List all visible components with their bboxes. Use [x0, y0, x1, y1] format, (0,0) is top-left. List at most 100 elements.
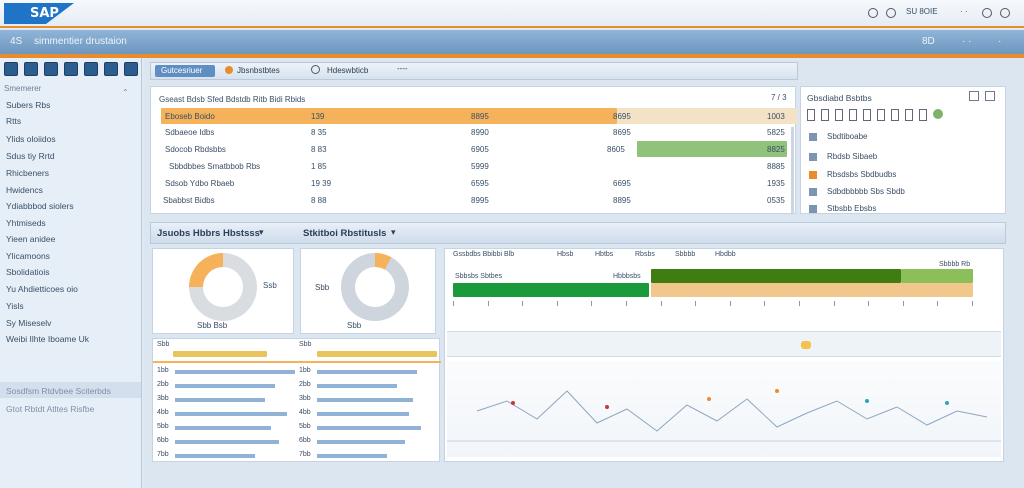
- gantt-bar-green[interactable]: [453, 283, 649, 297]
- nav-right-1[interactable]: 8D: [922, 36, 935, 47]
- table-scrollbar[interactable]: [791, 127, 794, 213]
- section-title-right[interactable]: Stkitboi Rbstitusls: [303, 228, 387, 239]
- list-bar[interactable]: [317, 454, 387, 458]
- nav-right-3[interactable]: ·: [998, 36, 1002, 47]
- sidebar-item[interactable]: Ylicamoons: [6, 251, 50, 261]
- cell-value: 8885: [767, 162, 785, 171]
- sidebar-item[interactable]: Yhtmiseds: [6, 218, 46, 228]
- timeline-header: Sbbbb: [675, 251, 696, 258]
- list-bar[interactable]: [175, 454, 255, 458]
- chart-icon[interactable]: [64, 62, 78, 76]
- cell-name: Sbabbst Bidbs: [163, 196, 215, 205]
- right-panel: Gbsdiabd Bsbtbs Sbdtiboabe Rbdsb Sibaeb …: [800, 86, 1006, 214]
- info-icon: [311, 65, 320, 74]
- tab-third[interactable]: Hdeswbticb: [327, 66, 369, 75]
- sidebar-item[interactable]: Ydiabbbod siolers: [6, 201, 74, 211]
- collapse-icon[interactable]: ⌃: [122, 88, 129, 97]
- top-label-1[interactable]: · ·: [960, 7, 968, 16]
- sidebar-item[interactable]: Weibi Ilhte Iboame Uk: [6, 334, 89, 344]
- list-index: 5bb: [299, 423, 311, 430]
- cell-value: 6595: [471, 179, 489, 188]
- sidebar-item[interactable]: Yisls: [6, 301, 24, 311]
- sidebar-item[interactable]: Sy Miseselv: [6, 318, 52, 328]
- sidebar-item[interactable]: Rhicbeners: [6, 168, 49, 178]
- list-index: 5bb: [157, 423, 169, 430]
- list-bar[interactable]: [317, 398, 413, 402]
- right-item[interactable]: Rbsdsbs Sbdbudbs: [827, 170, 897, 179]
- settings-icon[interactable]: [124, 62, 138, 76]
- folder-icon[interactable]: [24, 62, 38, 76]
- cell-value: 6905: [471, 145, 489, 154]
- list-bar[interactable]: [317, 370, 417, 374]
- section-header: Jsuobs Hbbrs Hbstsss ▾ Stkitboi Rbstitus…: [150, 222, 1006, 244]
- section-title-left[interactable]: Jsuobs Hbbrs Hbstsss: [157, 228, 260, 239]
- tool-icon[interactable]: [877, 109, 885, 121]
- gantt-bar-orange[interactable]: [651, 283, 973, 297]
- gantt-bar-lightgreen[interactable]: [901, 269, 973, 283]
- search-icon[interactable]: [982, 8, 992, 18]
- nav-right-2[interactable]: · ·: [962, 36, 972, 47]
- cell-value: 8895: [613, 196, 631, 205]
- expand-icon[interactable]: [969, 91, 979, 101]
- sidebar-item[interactable]: Sbolidatiois: [6, 267, 50, 277]
- sidebar-item[interactable]: Sdus tiy Rrtd: [6, 151, 55, 161]
- sidebar-item[interactable]: Sosdfsm Rtdvbee Sciterbds: [6, 386, 111, 396]
- right-item[interactable]: Sbdtiboabe: [827, 132, 868, 141]
- cell-name: Sdsob Ydbo Rbaeb: [165, 179, 235, 188]
- settings-icon[interactable]: [886, 8, 896, 18]
- timeline-header: Hbtbs: [595, 251, 614, 258]
- right-item[interactable]: Sdbdbbbbb Sbs Sbdb: [827, 187, 905, 196]
- sidebar-item[interactable]: Ylids oloiidos: [6, 134, 56, 144]
- users-icon[interactable]: [104, 62, 118, 76]
- sidebar-item-selected[interactable]: [0, 382, 141, 398]
- close-icon[interactable]: [985, 91, 995, 101]
- list-bar[interactable]: [317, 440, 405, 444]
- list-bar[interactable]: [175, 440, 279, 444]
- tool-icon[interactable]: [849, 109, 857, 121]
- tool-icon[interactable]: [891, 109, 899, 121]
- list-bar[interactable]: [175, 412, 287, 416]
- sidebar-item[interactable]: Subers Rbs: [6, 100, 51, 110]
- sidebar-item[interactable]: Gtot Rbtdt Atltes Risfbe: [6, 404, 95, 414]
- sidebar-header: Smemerer: [4, 84, 42, 93]
- home-icon[interactable]: [4, 62, 18, 76]
- nav-code[interactable]: 4S: [10, 36, 23, 47]
- sidebar-item[interactable]: Yieen anidee: [6, 234, 56, 244]
- right-item[interactable]: Stbsbb Ebsbs: [827, 204, 877, 213]
- sidebar-item[interactable]: Yu Ahdietticoes oio: [6, 284, 78, 294]
- document-icon[interactable]: [44, 62, 58, 76]
- list-bar[interactable]: [317, 426, 421, 430]
- tool-icon[interactable]: [821, 109, 829, 121]
- close-icon[interactable]: [1000, 8, 1010, 18]
- tool-icon[interactable]: [919, 109, 927, 121]
- list-bar[interactable]: [317, 412, 409, 416]
- sidebar-toolbar: [4, 62, 138, 78]
- list-head: Sbb: [299, 341, 312, 348]
- tool-icon[interactable]: [807, 109, 815, 121]
- dropdown-icon[interactable]: ▾: [391, 227, 396, 237]
- list-bar[interactable]: [175, 398, 265, 402]
- dropdown-icon[interactable]: ▾: [259, 227, 264, 237]
- tool-icon[interactable]: [863, 109, 871, 121]
- cell-name: Sdocob Rbdsbbs: [165, 145, 226, 154]
- table-pager[interactable]: 7 / 3: [771, 93, 787, 102]
- list-bar[interactable]: [317, 384, 397, 388]
- tab-second[interactable]: Jbsnbstbtes: [237, 66, 280, 75]
- list-bar[interactable]: [175, 370, 295, 374]
- sidebar-item[interactable]: Rtts: [6, 116, 22, 126]
- donut-label: Ssb: [263, 281, 277, 290]
- tab-more[interactable]: ----: [397, 64, 408, 73]
- tool-icon[interactable]: [835, 109, 843, 121]
- gantt-bar-darkgreen[interactable]: [651, 269, 901, 283]
- sidebar-item[interactable]: Hwidencs: [6, 185, 43, 195]
- help-icon[interactable]: [868, 8, 878, 18]
- list-bar[interactable]: [175, 384, 275, 388]
- tool-icon[interactable]: [905, 109, 913, 121]
- list-bar[interactable]: [175, 426, 271, 430]
- cell-value: 19 39: [311, 179, 332, 188]
- right-item[interactable]: Rbdsb Sibaeb: [827, 152, 878, 161]
- tab-active[interactable]: Gutcesriuer: [161, 66, 203, 75]
- calendar-icon[interactable]: [84, 62, 98, 76]
- cell-value: 8 35: [311, 128, 327, 137]
- list-index: 1bb: [157, 367, 169, 374]
